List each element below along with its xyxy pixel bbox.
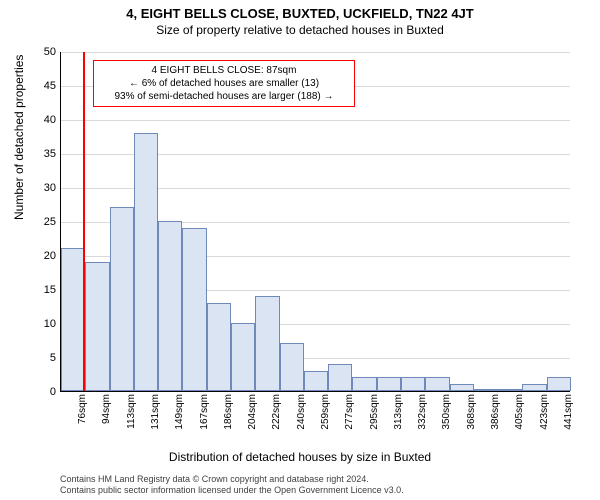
y-tick-label: 10 (16, 318, 56, 330)
histogram-bar (547, 377, 571, 391)
y-tick-label: 35 (16, 148, 56, 160)
marker-line (83, 52, 85, 391)
histogram-bar (425, 377, 449, 391)
x-tick-label: 149sqm (174, 394, 185, 430)
histogram-bar (182, 228, 206, 391)
histogram-bar (352, 377, 376, 391)
attribution-line2: Contains public sector information licen… (60, 485, 404, 496)
histogram-bar (134, 133, 158, 391)
y-tick-label: 40 (16, 114, 56, 126)
x-tick-label: 204sqm (247, 394, 258, 430)
x-tick-label: 76sqm (77, 394, 88, 424)
y-tick-label: 25 (16, 216, 56, 228)
x-tick-label: 405sqm (514, 394, 525, 430)
histogram-bar (158, 221, 182, 391)
histogram-bar (110, 207, 134, 391)
annotation-line: 4 EIGHT BELLS CLOSE: 87sqm (100, 64, 348, 77)
x-axis-label: Distribution of detached houses by size … (0, 450, 600, 464)
annotation-line: 93% of semi-detached houses are larger (… (100, 90, 348, 103)
x-tick-label: 259sqm (320, 394, 331, 430)
x-tick-label: 350sqm (441, 394, 452, 430)
y-tick-label: 45 (16, 80, 56, 92)
histogram-bar (280, 343, 304, 391)
x-tick-label: 167sqm (199, 394, 210, 430)
histogram-bar (377, 377, 401, 391)
x-tick-label: 295sqm (369, 394, 380, 430)
x-tick-label: 131sqm (150, 394, 161, 430)
histogram-bar (304, 371, 328, 391)
x-tick-label: 313sqm (393, 394, 404, 430)
histogram-bar (255, 296, 279, 391)
histogram-bar (522, 384, 546, 391)
histogram-bar (207, 303, 231, 391)
x-tick-label: 113sqm (126, 394, 137, 429)
histogram-bar (85, 262, 109, 391)
page-subtitle: Size of property relative to detached ho… (0, 21, 600, 37)
histogram-bar (328, 364, 352, 391)
x-tick-label: 441sqm (563, 394, 574, 430)
grid-line (61, 120, 570, 121)
y-tick-label: 30 (16, 182, 56, 194)
attribution: Contains HM Land Registry data © Crown c… (60, 474, 404, 496)
y-tick-label: 20 (16, 250, 56, 262)
x-tick-label: 240sqm (296, 394, 307, 430)
x-tick-label: 186sqm (223, 394, 234, 430)
chart-area: 0510152025303540455076sqm94sqm113sqm131s… (60, 52, 570, 392)
grid-line (61, 52, 570, 53)
histogram-bar (474, 389, 498, 391)
histogram-bar (401, 377, 425, 391)
histogram-bar (450, 384, 474, 391)
page-title: 4, EIGHT BELLS CLOSE, BUXTED, UCKFIELD, … (0, 0, 600, 21)
x-tick-label: 368sqm (466, 394, 477, 430)
x-tick-label: 222sqm (271, 394, 282, 430)
plot: 0510152025303540455076sqm94sqm113sqm131s… (60, 52, 570, 392)
histogram-bar (231, 323, 255, 391)
x-tick-label: 332sqm (417, 394, 428, 430)
x-tick-label: 386sqm (490, 394, 501, 430)
annotation-box: 4 EIGHT BELLS CLOSE: 87sqm← 6% of detach… (93, 60, 355, 107)
attribution-line1: Contains HM Land Registry data © Crown c… (60, 474, 404, 485)
y-tick-label: 15 (16, 284, 56, 296)
annotation-line: ← 6% of detached houses are smaller (13) (100, 77, 348, 90)
x-tick-label: 423sqm (539, 394, 550, 430)
y-tick-label: 5 (16, 352, 56, 364)
y-tick-label: 50 (16, 46, 56, 58)
x-tick-label: 94sqm (101, 394, 112, 424)
y-tick-label: 0 (16, 386, 56, 398)
histogram-bar (61, 248, 85, 391)
x-tick-label: 277sqm (344, 394, 355, 430)
histogram-bar (498, 389, 522, 391)
